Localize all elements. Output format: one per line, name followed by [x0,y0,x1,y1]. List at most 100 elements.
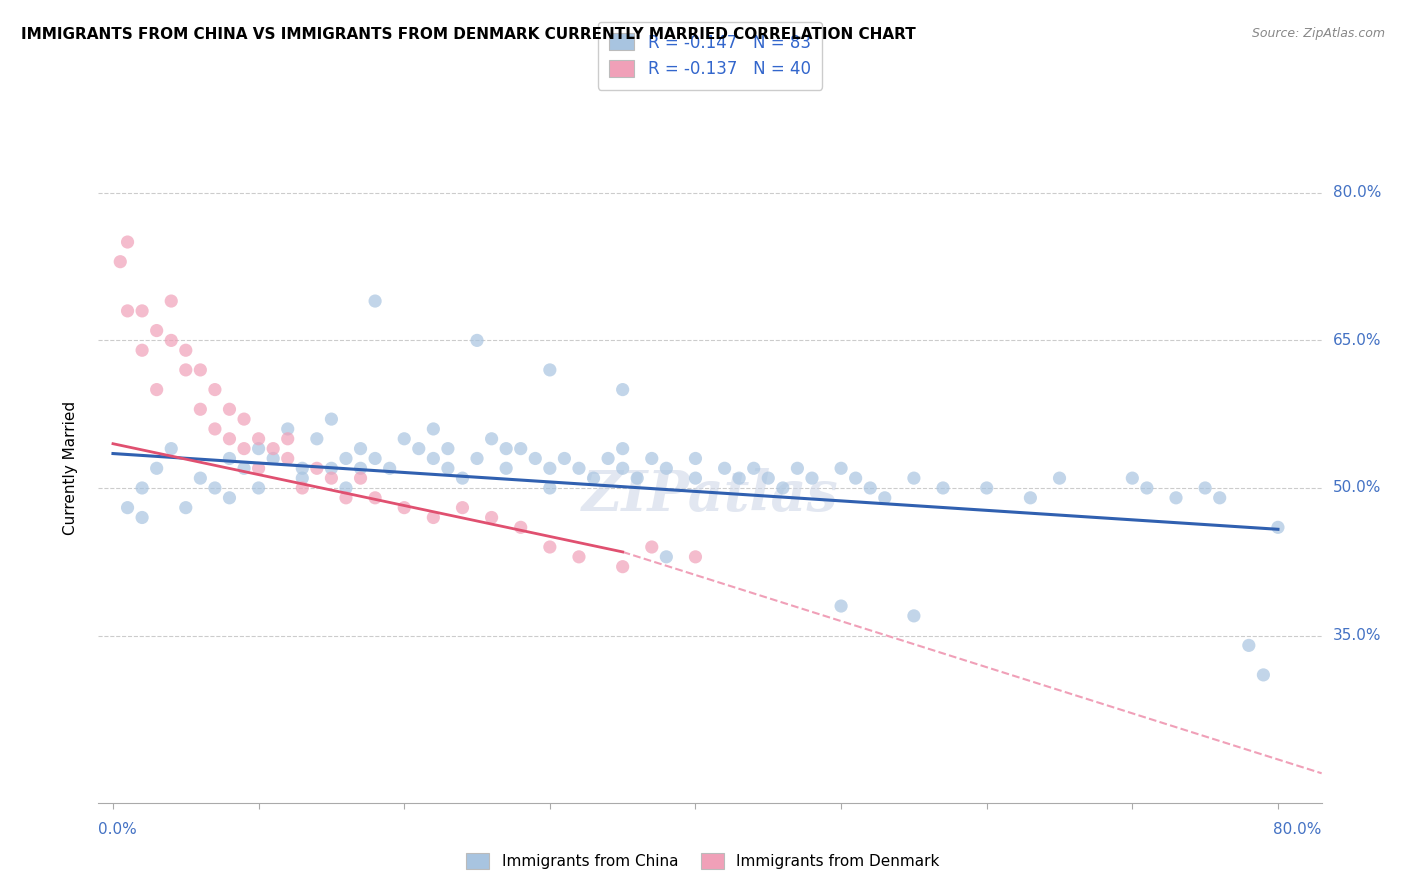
Point [801,471,824,485]
Point [1121,471,1143,485]
Point [321,412,343,426]
Point [160,442,183,456]
Point [568,461,591,475]
Point [364,294,387,309]
Point [713,461,735,475]
Point [437,461,460,475]
Point [188,402,212,417]
Point [524,451,547,466]
Point [204,422,226,436]
Point [349,442,371,456]
Point [349,461,371,475]
Point [110,254,132,268]
Point [277,422,299,436]
Point [145,383,167,397]
Point [335,491,357,505]
Point [218,402,240,417]
Point [568,549,591,564]
Point [321,461,343,475]
Point [335,481,357,495]
Point [553,451,575,466]
Point [117,235,139,249]
Point [1194,481,1216,495]
Point [131,343,153,358]
Point [145,461,167,475]
Point [277,451,299,466]
Point [685,549,707,564]
Point [117,500,139,515]
Text: 35.0%: 35.0% [1333,628,1381,643]
Point [1019,491,1042,505]
Point [335,451,357,466]
Point [903,471,925,485]
Point [437,442,460,456]
Point [830,461,852,475]
Point [932,481,955,495]
Point [394,500,416,515]
Point [174,500,197,515]
Point [394,432,416,446]
Point [873,491,896,505]
Point [204,481,226,495]
Point [233,442,256,456]
Point [481,432,503,446]
Point [291,481,314,495]
Point [655,461,678,475]
Point [465,451,488,466]
Point [685,471,707,485]
Point [859,481,882,495]
Point [1253,668,1275,682]
Point [598,451,620,466]
Point [641,451,664,466]
Point [247,432,270,446]
Point [364,451,387,466]
Point [174,343,197,358]
Point [845,471,868,485]
Text: IMMIGRANTS FROM CHINA VS IMMIGRANTS FROM DENMARK CURRENTLY MARRIED CORRELATION C: IMMIGRANTS FROM CHINA VS IMMIGRANTS FROM… [21,27,915,42]
Point [582,471,605,485]
Point [509,520,531,534]
Point [976,481,998,495]
Legend: R = -0.147   N = 83, R = -0.137   N = 40: R = -0.147 N = 83, R = -0.137 N = 40 [598,21,823,90]
Point [451,500,474,515]
Point [291,461,314,475]
Point [481,510,503,524]
Point [538,481,561,495]
Point [772,481,794,495]
Point [495,442,517,456]
Point [218,491,240,505]
Point [538,461,561,475]
Point [131,481,153,495]
Point [145,324,167,338]
Point [160,294,183,309]
Point [277,432,299,446]
Point [728,471,751,485]
Point [160,334,183,348]
Point [291,471,314,485]
Point [1267,520,1289,534]
Text: Source: ZipAtlas.com: Source: ZipAtlas.com [1251,27,1385,40]
Point [612,442,634,456]
Point [830,599,852,613]
Point [641,540,664,554]
Point [131,510,153,524]
Point [247,442,270,456]
Point [756,471,779,485]
Point [612,383,634,397]
Point [903,608,925,623]
Point [233,461,256,475]
Point [262,442,284,456]
Point [117,304,139,318]
Point [422,451,444,466]
Text: 65.0%: 65.0% [1333,333,1381,348]
Point [1208,491,1232,505]
Point [465,334,488,348]
Text: 80.0%: 80.0% [1333,186,1381,201]
Y-axis label: Currently Married: Currently Married [63,401,77,535]
Point [422,422,444,436]
Point [364,491,387,505]
Point [131,304,153,318]
Point [742,461,765,475]
Point [247,481,270,495]
Text: 0.0%: 0.0% [98,822,138,837]
